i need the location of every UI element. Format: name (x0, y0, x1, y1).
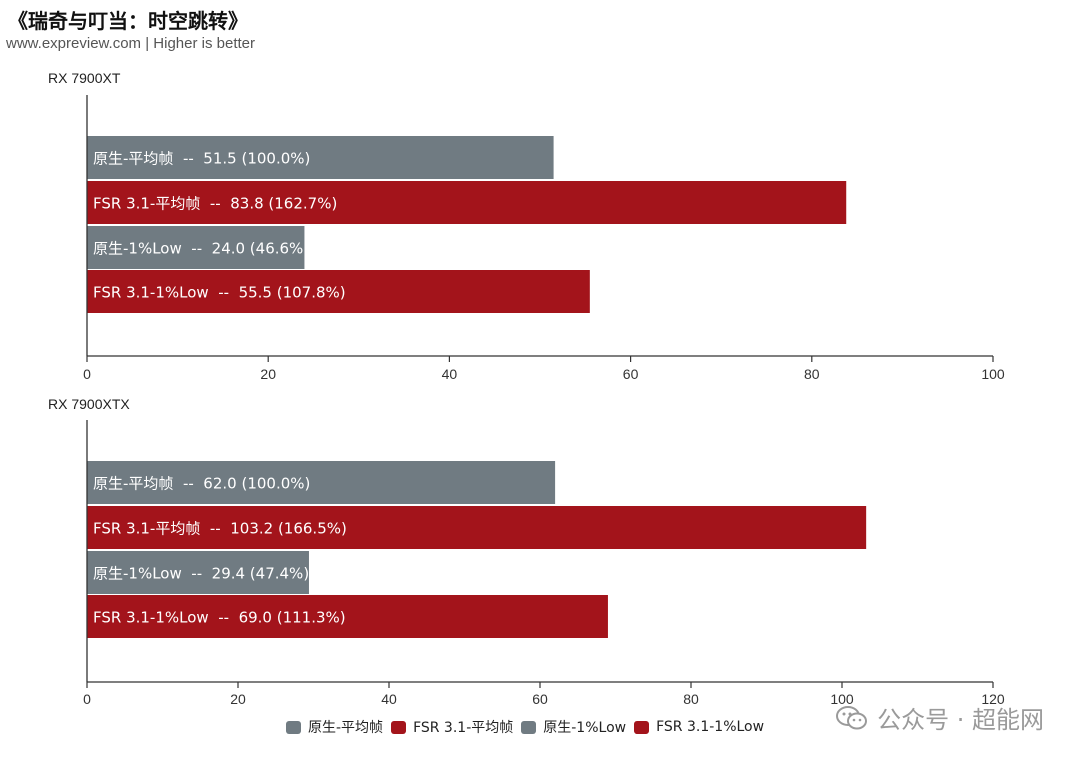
bar (87, 270, 590, 313)
legend-swatch-fsr-avg (391, 720, 407, 734)
x-tick-label: 20 (230, 691, 246, 707)
bar-label: FSR 3.1-平均帧 -- 103.2 (166.5%) (93, 520, 347, 538)
x-tick-label: 0 (83, 366, 91, 382)
x-tick-label: 60 (623, 366, 639, 382)
bar-label: FSR 3.1-1%Low -- 69.0 (111.3%) (93, 609, 346, 627)
bar-label: 原生-1%Low -- 29.4 (47.4%) (93, 565, 309, 583)
x-tick-label: 20 (260, 366, 276, 382)
bar-label: 原生-1%Low -- 24.0 (46.6%) (93, 240, 309, 258)
legend-label-native-avg: 原生-平均帧 (308, 720, 384, 736)
x-tick-label: 0 (83, 691, 91, 707)
bar-label: 原生-平均帧 -- 62.0 (100.0%) (93, 475, 310, 493)
legend-swatch-native-low (521, 720, 537, 734)
x-tick-label: 60 (532, 691, 548, 707)
x-tick-label: 80 (804, 366, 820, 382)
legend-label-native-low: 原生-1%Low (543, 720, 627, 736)
bar (87, 136, 554, 179)
x-tick-label: 100 (981, 366, 1005, 382)
x-tick-label: 120 (981, 691, 1005, 707)
legend-swatch-fsr-low (634, 720, 650, 734)
chart-subtitle: www.expreview.com | Higher is better (6, 35, 255, 52)
watermark-text: 公众号 · 超能网 (877, 706, 1044, 734)
legend-item-native-low[interactable]: 原生-1%Low (521, 717, 626, 737)
chart-title: 《瑞奇与叮当：时空跳转》 (8, 9, 248, 33)
bar (87, 506, 867, 549)
watermark: 公众号 · 超能网 (835, 700, 1044, 735)
legend: 原生-平均帧 FSR 3.1-平均帧 原生-1%Low FSR 3.1-1%Lo… (286, 716, 772, 738)
x-tick-label: 40 (381, 691, 397, 707)
legend-item-fsr-avg[interactable]: FSR 3.1-平均帧 (391, 717, 513, 737)
bar-label: FSR 3.1-平均帧 -- 83.8 (162.7%) (93, 195, 337, 213)
legend-swatch-native-avg (286, 720, 301, 734)
x-tick-label: 40 (442, 366, 458, 382)
bar (87, 595, 608, 638)
x-tick-label: 100 (830, 691, 854, 707)
panel-title: RX 7900XTX (48, 396, 130, 412)
legend-item-native-avg[interactable]: 原生-平均帧 (286, 717, 383, 737)
bar (87, 461, 556, 504)
legend-label-fsr-avg: FSR 3.1-平均帧 (413, 720, 514, 736)
wechat-icon (836, 705, 868, 729)
bar (87, 181, 847, 224)
bar (87, 551, 309, 594)
bar-label: 原生-平均帧 -- 51.5 (100.0%) (93, 150, 310, 168)
x-tick-label: 80 (683, 691, 699, 707)
legend-label-fsr-low: FSR 3.1-1%Low (656, 719, 765, 735)
bar-label: FSR 3.1-1%Low -- 55.5 (107.8%) (93, 284, 346, 302)
panel-title: RX 7900XT (48, 70, 121, 86)
bar (87, 226, 305, 269)
legend-item-fsr-low[interactable]: FSR 3.1-1%Low (634, 719, 764, 735)
